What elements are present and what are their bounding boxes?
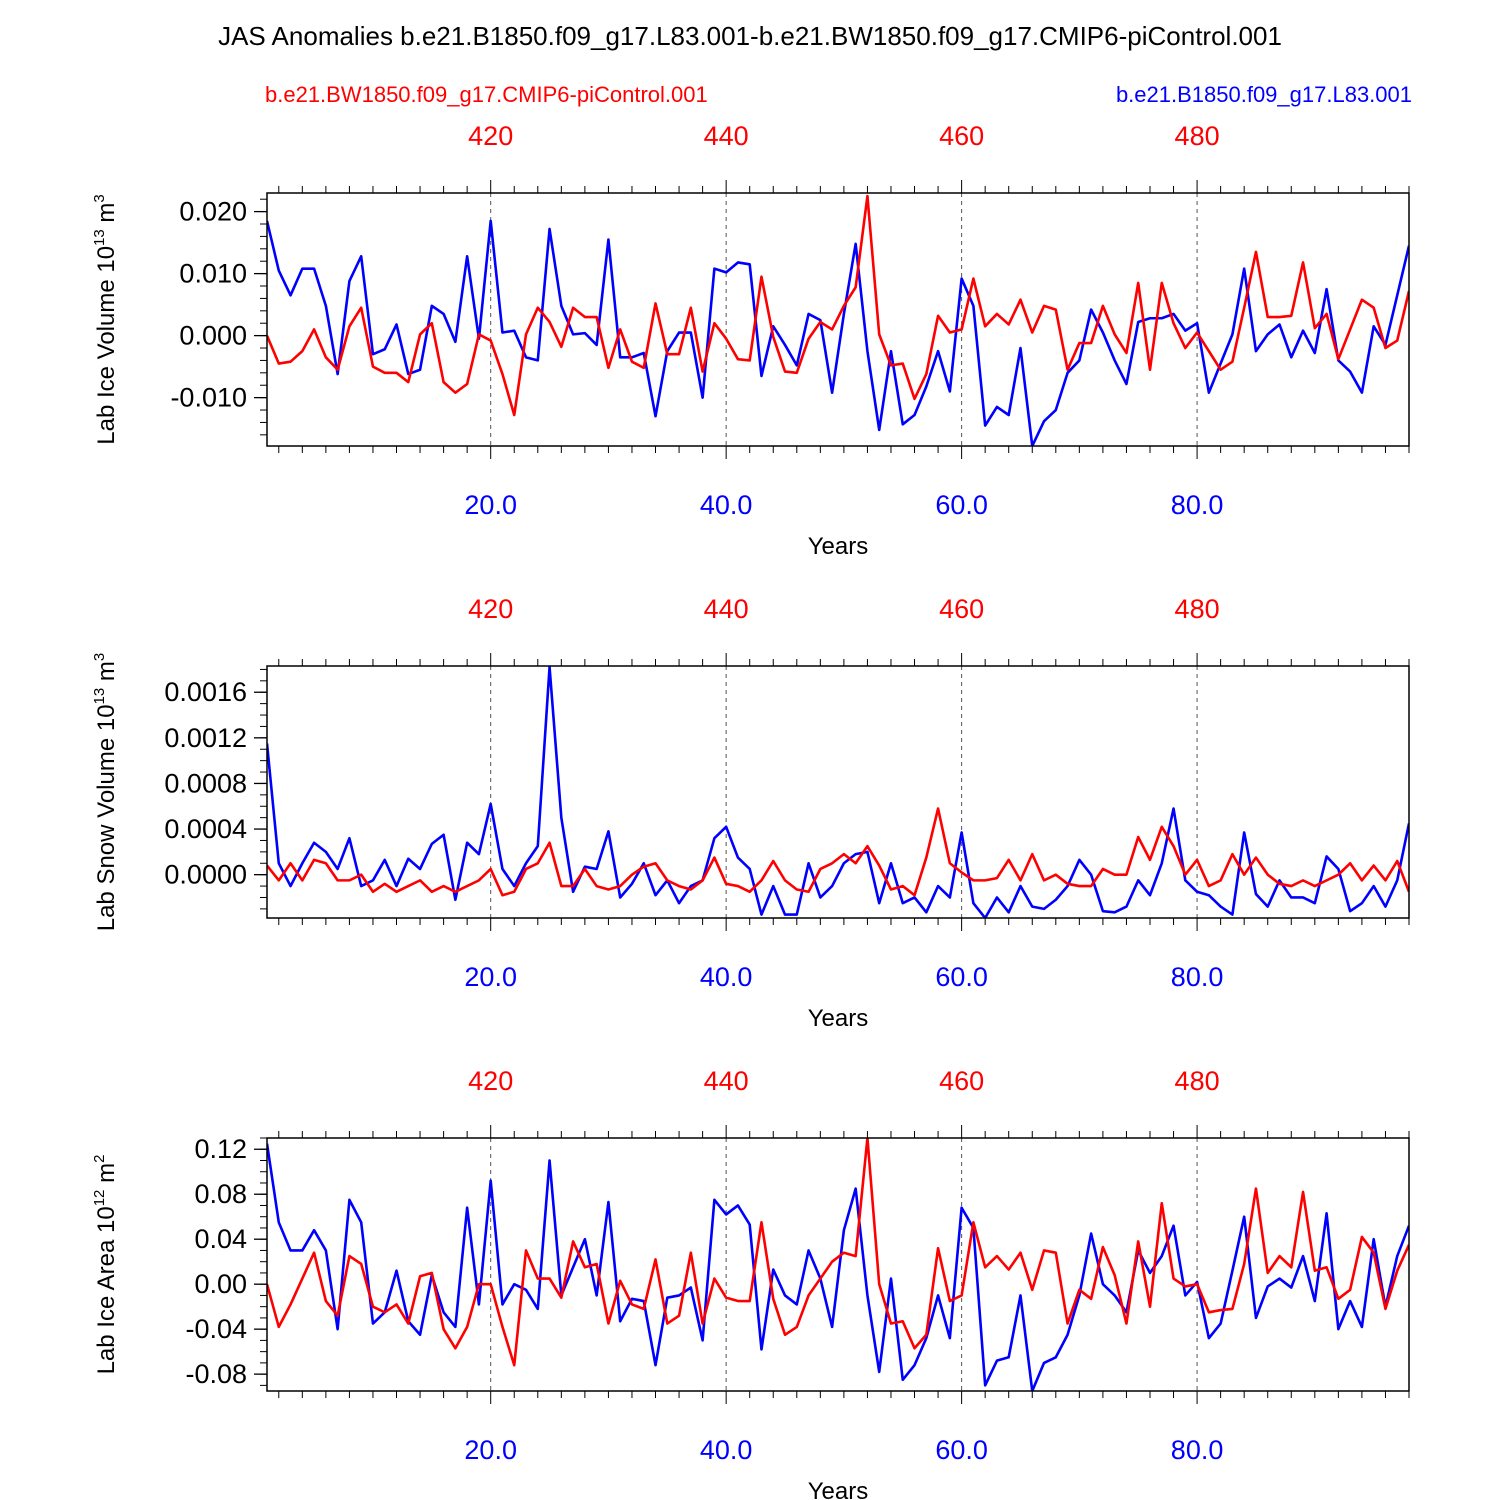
figure-title: JAS Anomalies b.e21.B1850.f09_g17.L83.00… [218,21,1282,51]
x-top-tick-label: 460 [939,121,984,151]
legend-blue-label: b.e21.B1850.f09_g17.L83.001 [1116,82,1412,107]
plot-frame [266,192,1410,447]
x-top-tick-label: 480 [1175,1066,1220,1096]
y-tick-label: 0.12 [194,1134,247,1164]
y-label-exponent: 12 [91,1190,108,1207]
x-axis-label: Years [808,533,869,560]
series-line-red [267,194,1409,417]
y-tick-label: 0.0000 [164,860,247,890]
series-line-red [267,1138,1409,1367]
y-tick-label: 0.00 [194,1269,247,1299]
x-bottom-tick-label: 80.0 [1171,490,1224,520]
x-bottom-tick-label: 80.0 [1171,1435,1224,1465]
y-label-exponent: 13 [91,688,108,705]
y-tick-label: 0.020 [179,197,247,227]
chart-panel-1: -0.010 0.000 0.010 0.020 20.0 40.0 60.0 80.0 420… [91,121,1410,560]
x-bottom-tick-label: 40.0 [700,962,753,992]
y-tick-label: 0.000 [179,321,247,351]
x-bottom-tick-label: 60.0 [935,962,988,992]
x-top-tick-label: 420 [468,1066,513,1096]
y-tick-label: 0.0016 [164,677,247,707]
plot-frame [266,665,1410,919]
y-tick-label: 0.010 [179,259,247,289]
y-label-text: Lab Ice Area 10 [93,1206,120,1374]
y-label-unit-exponent: 3 [91,653,108,661]
x-bottom-tick-label: 60.0 [935,1435,988,1465]
x-bottom-tick-label: 80.0 [1171,962,1224,992]
x-top-tick-label: 440 [704,121,749,151]
y-axis-label: Lab Ice Area 1012 m2 [91,1155,120,1375]
x-axis-label: Years [808,1478,869,1500]
x-bottom-tick-label: 20.0 [464,1435,517,1465]
y-tick-label: 0.0004 [164,814,247,844]
x-top-tick-label: 440 [704,594,749,624]
y-tick-label: -0.010 [170,383,247,413]
y-label-exponent: 13 [91,229,108,246]
y-label-unit-exponent: 2 [91,1155,108,1163]
y-tick-label: 0.04 [194,1224,247,1254]
y-label-text: Lab Snow Volume 10 [93,704,120,931]
series-line-blue [267,666,1409,918]
x-top-tick-label: 460 [939,1066,984,1096]
chart-panel-3: -0.08 -0.04 0.00 0.04 0.08 0.12 20.0 40.0 60.0 80… [91,1066,1410,1500]
y-label-unit-exponent: 3 [91,194,108,202]
x-top-tick-label: 420 [468,121,513,151]
y-tick-label: -0.08 [185,1359,247,1389]
y-tick-label: 0.08 [194,1179,247,1209]
y-label-unit: m [93,1163,120,1190]
x-top-tick-label: 440 [704,1066,749,1096]
y-axis-label: Lab Ice Volume 1013 m3 [91,194,120,445]
series-line-blue [267,1143,1409,1391]
chart-panel-2: 0.0000 0.0004 0.0008 0.0012 0.0016 20.0 40.0 60… [91,594,1410,1032]
x-top-tick-label: 420 [468,594,513,624]
y-label-unit: m [93,661,120,688]
y-label-text: Lab Ice Volume 10 [93,246,120,445]
legend-red-label: b.e21.BW1850.f09_g17.CMIP6-piControl.001 [265,82,708,107]
x-top-tick-label: 460 [939,594,984,624]
x-top-tick-label: 480 [1175,594,1220,624]
x-bottom-tick-label: 20.0 [464,962,517,992]
x-top-tick-label: 480 [1175,121,1220,151]
x-bottom-tick-label: 60.0 [935,490,988,520]
x-bottom-tick-label: 40.0 [700,1435,753,1465]
y-tick-label: 0.0008 [164,768,247,798]
plot-frame [266,1137,1410,1392]
y-tick-label: 0.0012 [164,723,247,753]
x-bottom-tick-label: 40.0 [700,490,753,520]
x-axis-label: Years [808,1005,869,1032]
y-axis-label: Lab Snow Volume 1013 m3 [91,653,120,932]
series-line-red [267,807,1409,897]
y-label-unit: m [93,203,120,230]
y-tick-label: -0.04 [185,1314,247,1344]
x-bottom-tick-label: 20.0 [464,490,517,520]
